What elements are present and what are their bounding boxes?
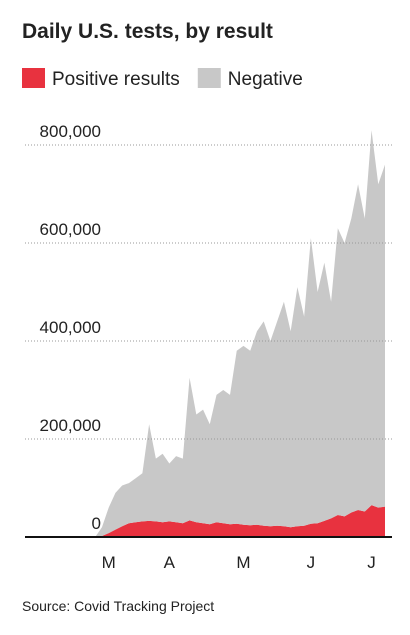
y-tick-label: 400,000 [40, 318, 101, 337]
x-tick-label: M [236, 553, 250, 572]
y-tick-label: 0 [92, 514, 101, 533]
y-tick-label: 200,000 [40, 416, 101, 435]
legend-label: Positive results [52, 69, 180, 90]
area [75, 130, 385, 538]
x-tick-label: A [164, 553, 176, 572]
y-tick-label: 600,000 [40, 220, 101, 239]
x-tick-label: J [367, 553, 376, 572]
area [75, 505, 385, 537]
legend-swatch [197, 68, 221, 88]
x-tick-label: M [102, 553, 116, 572]
y-tick-label: 800,000 [40, 122, 101, 141]
source: Source: Covid Tracking Project [22, 598, 214, 614]
legend-label: Negative [228, 69, 303, 90]
x-tick-label: J [307, 553, 316, 572]
chart-title: Daily U.S. tests, by result [22, 20, 273, 43]
legend-swatch [22, 68, 45, 88]
